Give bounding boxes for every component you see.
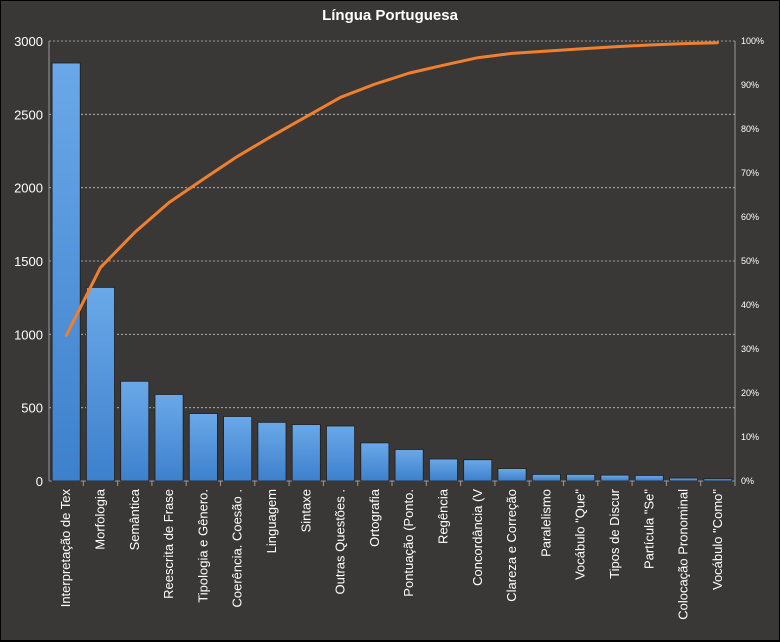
bar xyxy=(291,424,321,482)
y2-tick-label: 70% xyxy=(741,168,759,178)
y2-tick-label: 30% xyxy=(741,344,759,354)
bar xyxy=(257,421,287,482)
bar xyxy=(360,442,390,482)
bar xyxy=(120,380,150,482)
bar xyxy=(188,413,218,482)
x-tick-label: Sintaxe xyxy=(298,489,313,532)
line-point xyxy=(407,71,411,75)
line-point xyxy=(579,47,582,51)
y2-tick-label: 90% xyxy=(741,80,759,90)
x-tick-label: Tipos de Discur xyxy=(607,488,622,578)
x-tick-label: Reescrita de Frase xyxy=(161,489,176,599)
x-tick-label: Vocábulo "Como" xyxy=(710,489,725,590)
line-point xyxy=(476,56,479,59)
x-tick-label: Partícula "Se" xyxy=(641,489,656,569)
chart-title: Língua Portuguesa xyxy=(322,7,458,24)
x-tick-label: Semântica xyxy=(127,488,142,550)
y2-tick-label: 10% xyxy=(741,432,759,442)
line-point xyxy=(133,231,136,234)
bar xyxy=(634,475,664,482)
y-tick-label: 0 xyxy=(36,474,43,489)
bar xyxy=(223,416,253,482)
bar xyxy=(497,468,527,482)
y-tick-label: 3000 xyxy=(14,34,43,49)
x-tick-label: Interpretação de Tex xyxy=(58,489,73,608)
bar xyxy=(669,477,699,482)
line-point xyxy=(202,177,205,181)
x-tick-label: Regência xyxy=(435,488,450,544)
line-point xyxy=(167,201,171,204)
y2-tick-label: 40% xyxy=(741,300,759,310)
line-point xyxy=(545,49,548,53)
line-point xyxy=(305,115,308,118)
x-tick-label: Outras Questões . xyxy=(333,489,348,595)
bar xyxy=(394,449,424,482)
bar xyxy=(428,458,458,482)
x-tick-label: Morfologia xyxy=(92,488,107,549)
y-tick-label: 2000 xyxy=(14,181,43,196)
y2-tick-label: 20% xyxy=(741,388,759,398)
y-tick-label: 500 xyxy=(21,401,43,416)
line-point xyxy=(373,82,377,86)
bar xyxy=(326,425,356,482)
y2-tick-label: 80% xyxy=(741,124,759,134)
line-point xyxy=(682,42,685,45)
y2-tick-label: 50% xyxy=(741,256,759,266)
line-point xyxy=(510,52,514,55)
line-point xyxy=(648,43,651,47)
line-point xyxy=(64,334,68,337)
bar xyxy=(51,62,81,482)
x-tick-label: Tipologia e Gênero. xyxy=(195,489,210,603)
line-point xyxy=(270,134,274,138)
y-tick-label: 1500 xyxy=(14,254,43,269)
cumulative-line xyxy=(64,41,718,337)
line-point xyxy=(613,45,617,48)
y2-tick-label: 0% xyxy=(741,476,754,486)
line-point xyxy=(716,41,720,44)
bar xyxy=(463,459,493,482)
x-tick-label: Coerência. Coesão . xyxy=(230,489,245,608)
line-point xyxy=(442,63,445,67)
x-tick-label: Vocábulo "Que" xyxy=(573,489,588,580)
bar xyxy=(154,394,184,482)
line-point xyxy=(236,155,239,158)
y-tick-label: 1000 xyxy=(14,327,43,342)
line-point xyxy=(339,96,342,99)
bar xyxy=(85,286,115,482)
bar xyxy=(703,478,733,482)
x-tick-label: Paralelismo xyxy=(538,489,553,557)
y2-tick-label: 60% xyxy=(741,212,759,222)
bar xyxy=(566,473,596,482)
y2-tick-label: 100% xyxy=(741,36,764,46)
x-tick-label: Concordância (V xyxy=(470,489,485,586)
bar xyxy=(600,474,630,482)
y-tick-label: 2500 xyxy=(14,107,43,122)
x-tick-label: Pontuação (Ponto. xyxy=(401,489,416,597)
x-tick-label: Linguagem xyxy=(264,489,279,553)
line-point xyxy=(99,266,102,269)
bar xyxy=(531,473,561,482)
x-tick-label: Ortografia xyxy=(367,488,382,547)
x-tick-label: Colocação Pronominal xyxy=(676,489,691,620)
x-tick-label: Clareza e Correção xyxy=(504,489,519,602)
